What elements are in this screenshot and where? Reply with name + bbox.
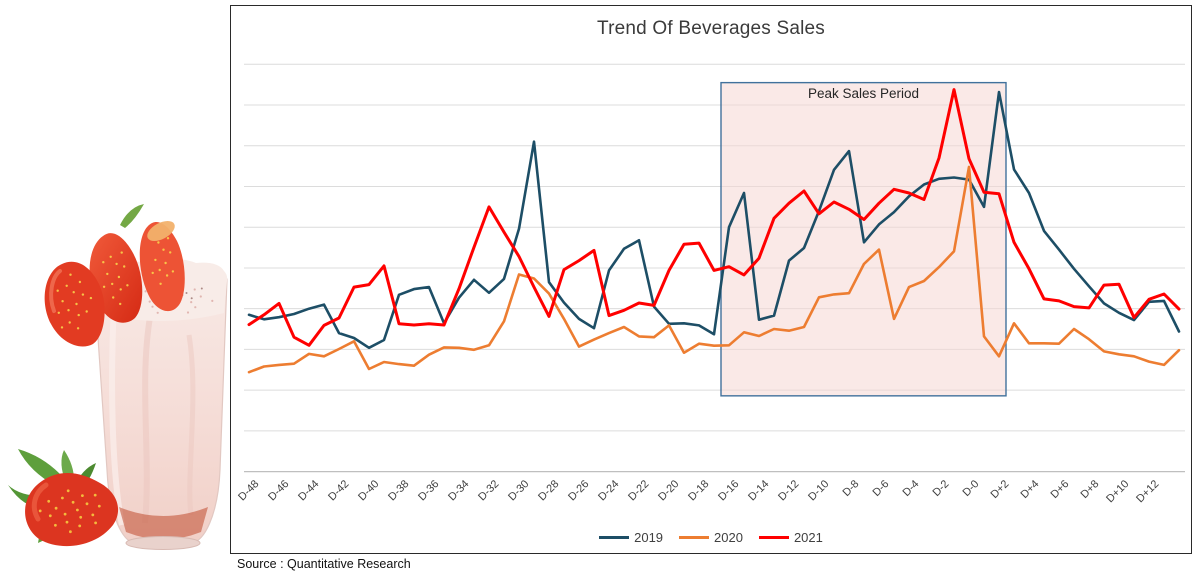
glass-base-liquid: [119, 507, 208, 540]
strawberry-milkshake-image: [8, 204, 228, 550]
chart-legend: 2019 2020 2021: [231, 530, 1191, 545]
line-chart-container: Trend Of Beverages Sales Peak Sales Peri…: [230, 5, 1192, 554]
rim-strawberries: [44, 204, 185, 347]
strawberry-slice: [139, 222, 185, 312]
base-strawberry: [8, 449, 119, 547]
legend-label: 2020: [714, 530, 743, 545]
series-line-2021: [247, 88, 1181, 347]
glass-foot: [125, 536, 201, 550]
chart-plot-area: [244, 63, 1185, 473]
strawberry-left: [44, 261, 105, 347]
strawberry-body: [25, 472, 119, 547]
source-note: Source : Quantitative Research: [237, 557, 411, 571]
legend-item-2021: 2021: [758, 530, 823, 545]
peak-period-annotation-label: Peak Sales Period: [807, 85, 920, 101]
milkshake-glass: [93, 259, 228, 550]
legend-marker: [758, 536, 789, 539]
legend-label: 2019: [634, 530, 664, 545]
legend-label: 2021: [793, 530, 823, 545]
chart-title: Trend Of Beverages Sales: [597, 18, 825, 39]
legend-marker: [599, 536, 630, 539]
legend-marker: [679, 536, 710, 539]
series-line-2020: [247, 165, 1181, 374]
legend-item-2019: 2019: [599, 530, 663, 545]
strawberry-leaf-small: [120, 204, 144, 228]
legend-item-2020: 2020: [679, 530, 743, 545]
series-line-2019: [247, 90, 1181, 350]
